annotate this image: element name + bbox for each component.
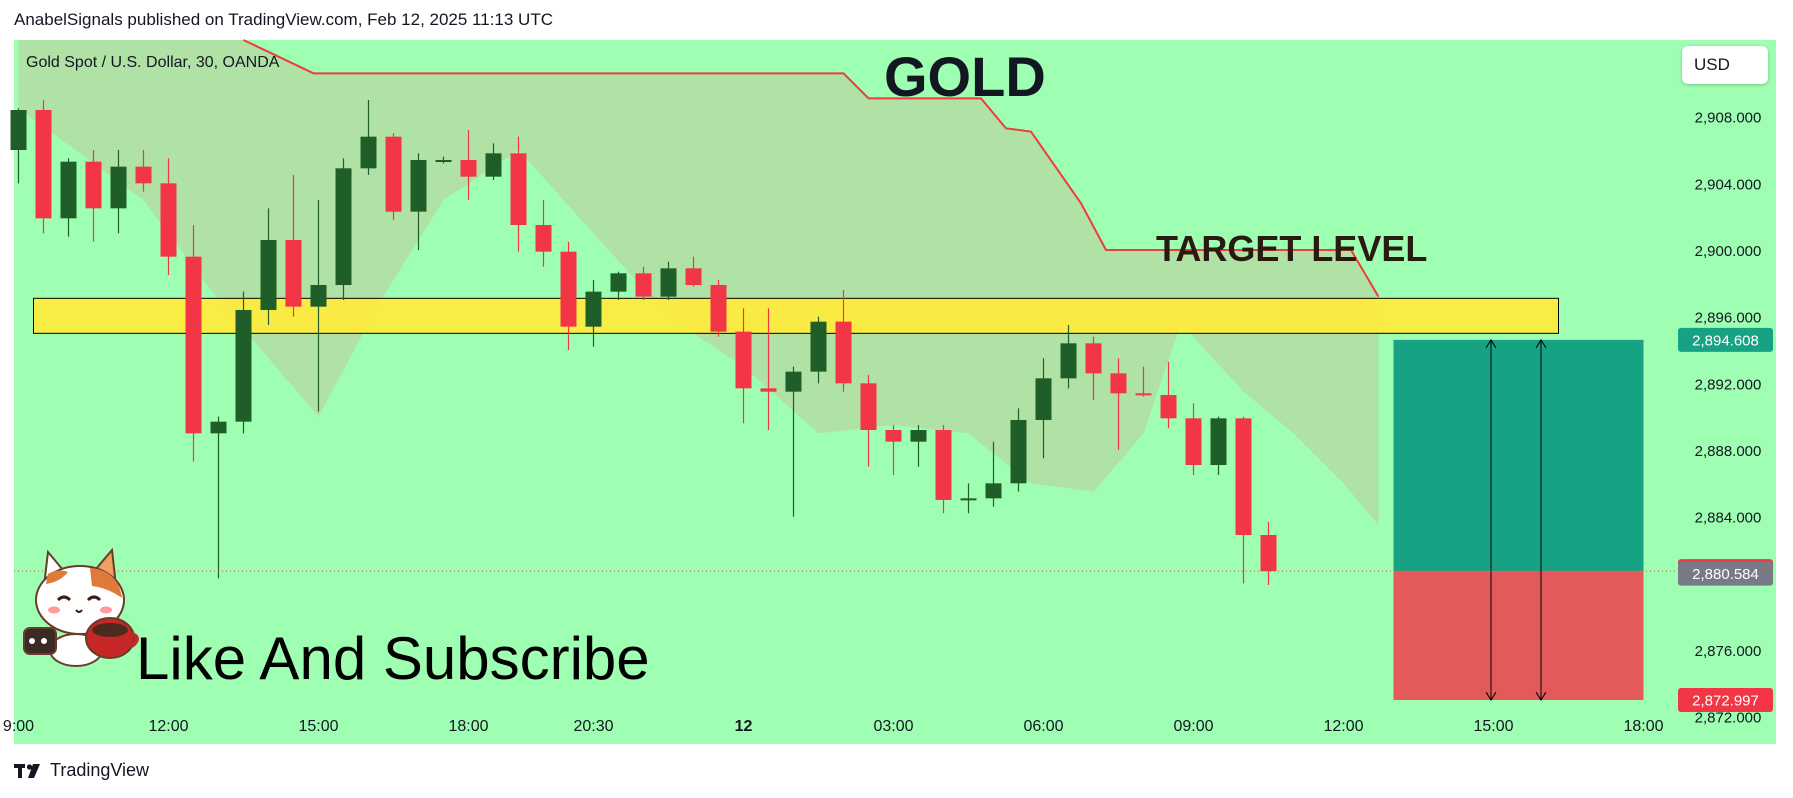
candle-body — [360, 136, 377, 169]
candle-body — [1085, 343, 1102, 374]
x-tick-label: 12:00 — [1323, 718, 1363, 735]
candle-body — [835, 321, 852, 384]
y-tick-label: 2,884.000 — [1695, 510, 1762, 527]
candle-body — [260, 240, 277, 310]
arrow-head-down — [1485, 691, 1497, 701]
x-tick-label: 20:30 — [573, 718, 613, 735]
candle-body — [1035, 378, 1052, 420]
candle-body — [960, 498, 977, 501]
candle-body — [1260, 535, 1277, 572]
x-tick-label: 03:00 — [873, 718, 913, 735]
tradingview-logo-icon — [14, 763, 40, 778]
candle-body — [285, 240, 302, 307]
candle-body — [610, 273, 627, 292]
candle-body — [560, 251, 577, 327]
y-tick-label: 2,876.000 — [1695, 643, 1762, 660]
currency-button[interactable]: USD — [1682, 46, 1768, 84]
target-level-label: TARGET LEVEL — [1156, 228, 1428, 269]
candle-body — [1210, 418, 1227, 465]
arrow-head-up — [1535, 338, 1547, 349]
candle-body — [660, 268, 677, 297]
y-tick-label: 2,900.000 — [1695, 243, 1762, 260]
candle-body — [160, 183, 177, 257]
price-label-text: 2,894.608 — [1692, 332, 1759, 349]
candle-body — [1010, 420, 1027, 484]
candle-body — [435, 160, 452, 162]
candle-body — [685, 268, 702, 285]
candle-body — [985, 483, 1002, 499]
publisher-caption: AnabelSignals published on TradingView.c… — [14, 10, 553, 29]
x-tick-label: 18:00 — [1623, 718, 1663, 735]
arrow-head-down — [1535, 691, 1547, 701]
x-tick-label: 09:00 — [1173, 718, 1213, 735]
candle-body — [1110, 373, 1127, 394]
candle-body — [760, 388, 777, 392]
tradingview-brand-text: TradingView — [50, 760, 150, 780]
y-tick-label: 2,896.000 — [1695, 310, 1762, 327]
cat-mascot-icon — [23, 547, 139, 667]
candle-body — [885, 430, 902, 442]
y-tick-label: 2,892.000 — [1695, 376, 1762, 393]
candle-body — [1060, 343, 1077, 379]
x-tick-label: 15:00 — [1473, 718, 1513, 735]
candle-body — [935, 430, 952, 500]
candle-body — [460, 160, 477, 177]
candle-body — [535, 225, 552, 252]
x-tick-label: 12:00 — [148, 718, 188, 735]
candle-body — [785, 371, 802, 392]
candle-body — [335, 168, 352, 285]
symbol-legend[interactable]: Gold Spot / U.S. Dollar, 30, OANDA — [26, 54, 280, 71]
price-label-text: 2,880.584 — [1692, 566, 1759, 583]
candle-body — [410, 160, 427, 212]
candle-body — [310, 285, 327, 307]
candle-body — [735, 331, 752, 389]
candle-body — [1135, 393, 1152, 396]
target-zone — [1393, 339, 1644, 572]
candle-body — [110, 166, 127, 209]
candle-body — [1160, 395, 1177, 419]
candle-body — [210, 421, 227, 434]
candle-body — [1185, 418, 1202, 465]
candle-body — [135, 166, 152, 184]
candle-body — [1235, 418, 1252, 535]
price-label-box — [1678, 561, 1773, 586]
chart-title: GOLD — [884, 45, 1046, 108]
candle-body — [860, 383, 877, 430]
price-label-text: 2,872.997 — [1692, 693, 1759, 710]
candle-body — [635, 273, 652, 297]
x-tick-label: 12 — [735, 718, 753, 735]
candle-body — [510, 153, 527, 225]
like-subscribe-text: Like And Subscribe — [136, 625, 650, 692]
stop-zone — [1393, 571, 1644, 701]
candle-body — [810, 321, 827, 372]
candle-body — [585, 291, 602, 327]
candle-body — [235, 310, 252, 422]
candle-body — [185, 256, 202, 434]
trail-line — [243, 39, 1380, 298]
candle-body — [35, 110, 52, 219]
candle-body — [910, 430, 927, 442]
candle-body — [385, 136, 402, 212]
price-label-box — [1678, 688, 1773, 713]
candle-body — [710, 285, 727, 332]
y-tick-label: 2,908.000 — [1695, 110, 1762, 127]
y-tick-label: 2,872.000 — [1695, 710, 1762, 727]
y-tick-label: 2,888.000 — [1695, 443, 1762, 460]
candle-body — [485, 153, 502, 177]
x-tick-label: 06:00 — [1023, 718, 1063, 735]
footer-brand[interactable]: TradingView — [14, 760, 149, 781]
y-tick-label: 2,904.000 — [1695, 176, 1762, 193]
x-tick-label: 9:00 — [3, 718, 34, 735]
candle-body — [85, 161, 102, 209]
x-tick-label: 18:00 — [448, 718, 488, 735]
candle-body — [60, 161, 77, 219]
arrow-head-up — [1485, 338, 1497, 349]
candle-body — [10, 110, 27, 150]
price-label-box — [1678, 327, 1773, 352]
x-tick-label: 15:00 — [298, 718, 338, 735]
